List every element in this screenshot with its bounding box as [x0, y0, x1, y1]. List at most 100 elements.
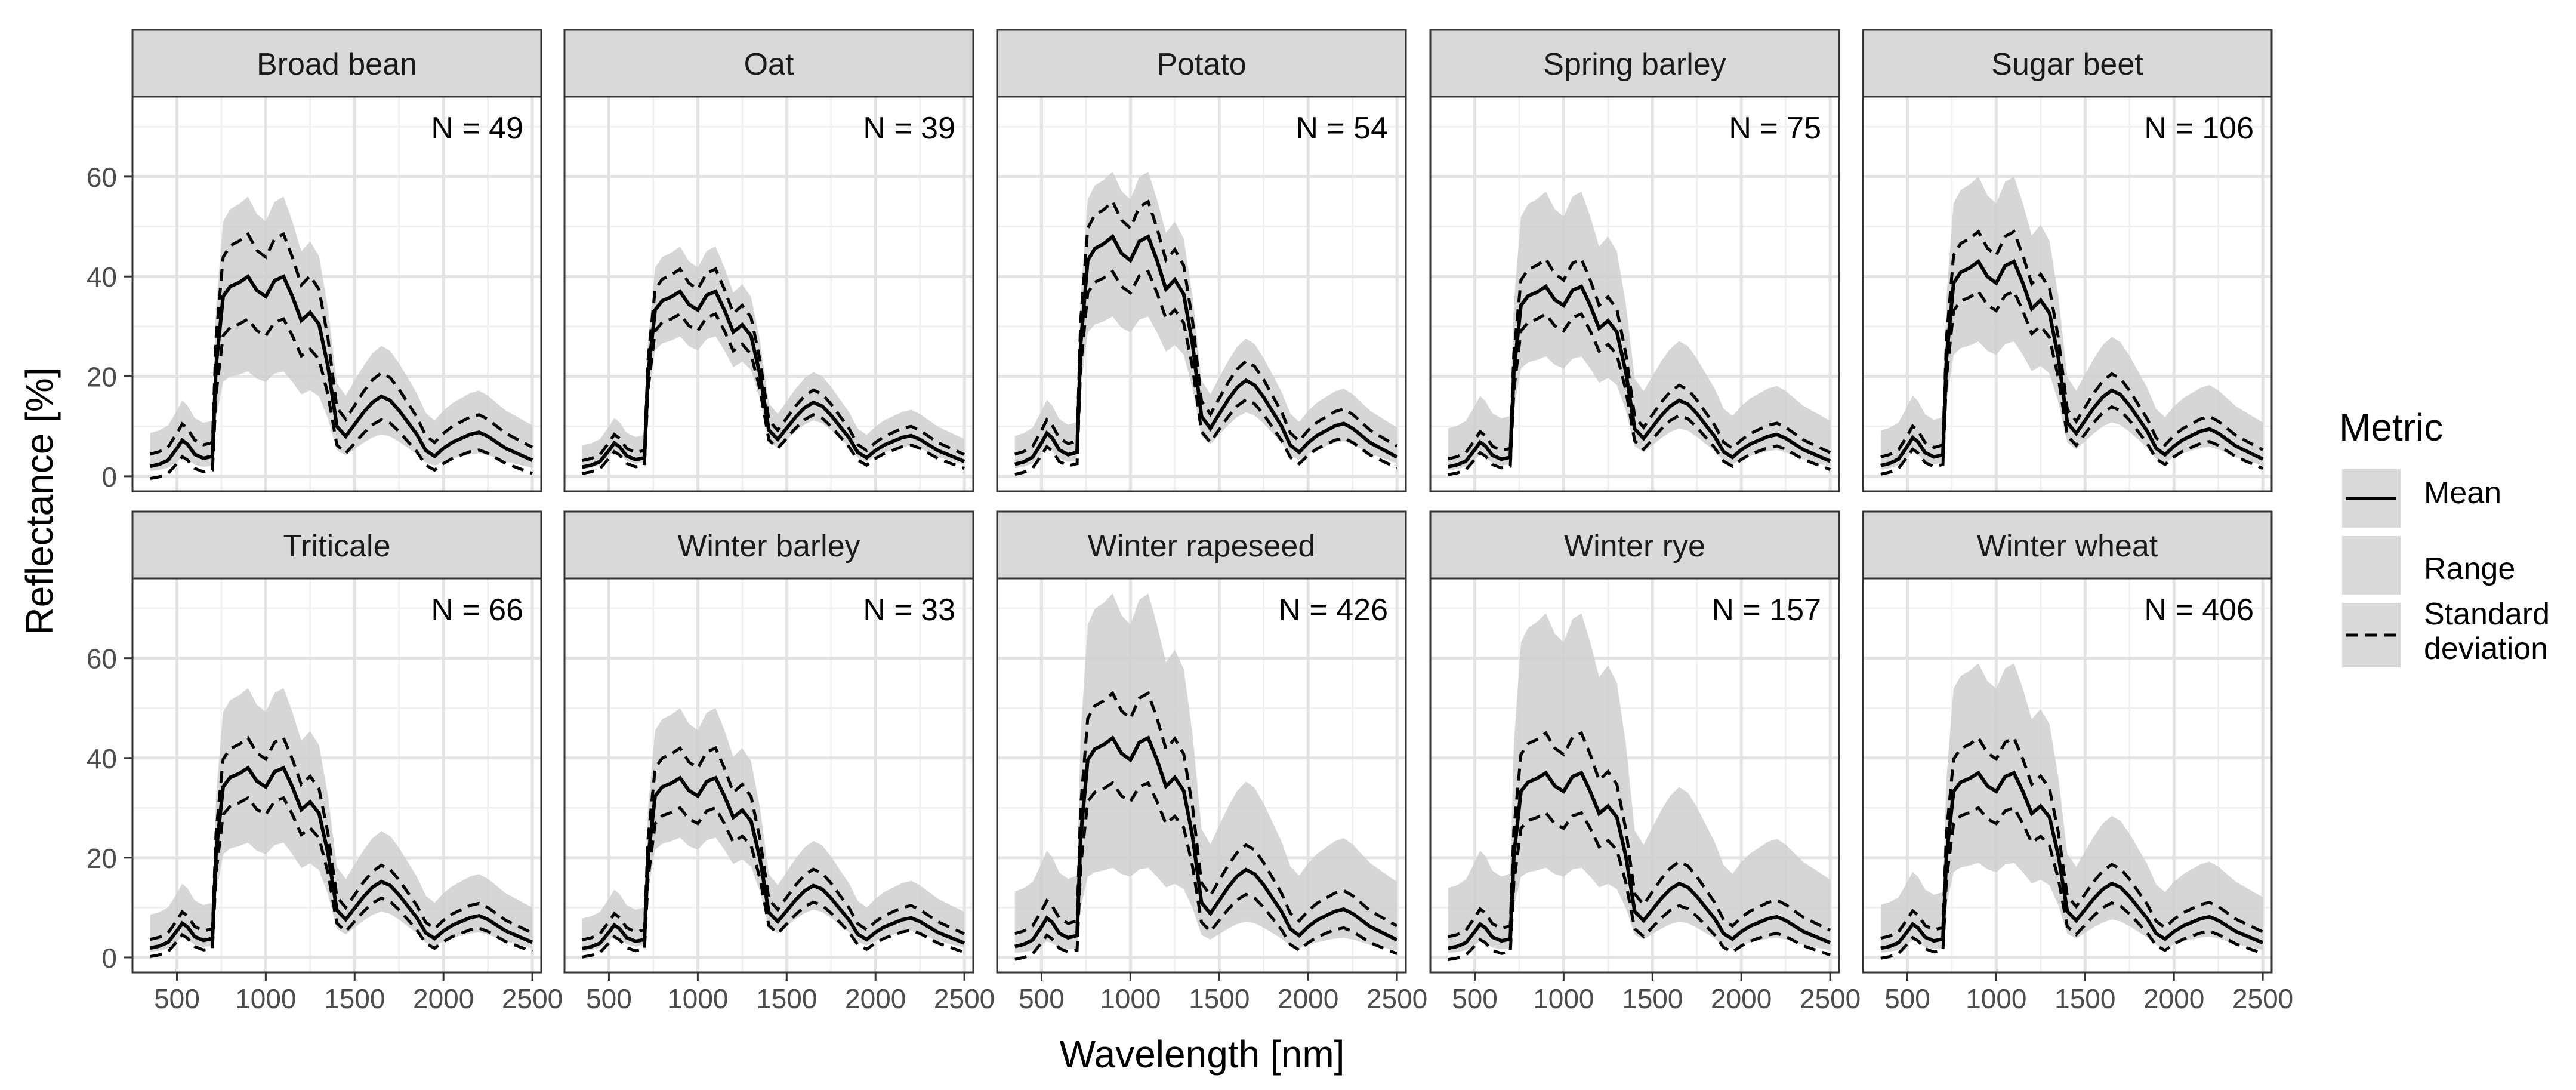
y-tick-label: 40 [87, 261, 117, 292]
sd-upper-line [150, 735, 533, 941]
x-tick-label: 500 [1452, 983, 1498, 1014]
x-tick-label: 1000 [1966, 983, 2026, 1014]
panel-border [1862, 577, 2273, 974]
x-tick-label: 1500 [2054, 983, 2115, 1014]
sample-count-label: N = 426 [1278, 593, 1388, 627]
range-band [150, 196, 533, 472]
range-band [1880, 663, 2263, 953]
x-tick-label: 2000 [413, 983, 474, 1014]
legend-key-background [2342, 536, 2401, 595]
sample-count-label: N = 106 [2144, 111, 2254, 146]
legend-label: Range [2424, 552, 2515, 586]
panel-border [1429, 96, 1840, 492]
facet-title: Sugar beet [1991, 47, 2143, 82]
y-tick-label: 40 [87, 743, 117, 774]
sample-count-label: N = 406 [2144, 593, 2254, 627]
facet-potato: Potato N = 54 [996, 29, 1407, 492]
x-tick-label: 1000 [667, 983, 728, 1014]
facet-strip [1429, 510, 1840, 580]
facet-strip [131, 29, 542, 98]
y-tick-label: 0 [101, 461, 117, 492]
x-tick-label: 2000 [2143, 983, 2204, 1014]
facet-title: Broad bean [257, 47, 417, 82]
facet-triticale: Triticale N = 66 [131, 510, 542, 974]
sd-lower-line [1014, 781, 1398, 961]
facet-title: Winter rapeseed [1088, 529, 1316, 564]
y-tick-label: 60 [87, 643, 117, 675]
range-band [1880, 176, 2263, 470]
sd-upper-line [1448, 257, 1831, 461]
x-tick-label: 2000 [845, 983, 906, 1014]
y-axis-title: Reflectance [%] [18, 367, 61, 635]
sd-lower-line [150, 317, 533, 481]
sd-lower-line [1014, 269, 1398, 476]
sample-count-label: N = 33 [863, 593, 955, 627]
x-tick-label: 1500 [756, 983, 817, 1014]
sd-lower-line [582, 806, 965, 959]
x-tick-label: 2500 [2232, 983, 2293, 1014]
sample-count-label: N = 75 [1729, 111, 1821, 146]
x-tick-label: 1000 [1100, 983, 1161, 1014]
sample-count-label: N = 39 [863, 111, 955, 146]
facet-strip [563, 29, 974, 98]
x-tick-label: 500 [586, 983, 632, 1014]
legend-item-mean: Mean [2342, 469, 2501, 528]
panel-border [1862, 96, 2273, 492]
mean-line [1448, 284, 1831, 469]
facet-strip [996, 29, 1407, 98]
range-band [1014, 171, 1397, 469]
sd-upper-line [1448, 731, 1831, 938]
x-tick-label: 2000 [1278, 983, 1338, 1014]
sd-lower-line [582, 312, 965, 475]
mean-line [1880, 258, 2264, 467]
facet-title: Winter barley [677, 529, 860, 564]
x-tick-label: 1500 [1189, 983, 1250, 1014]
legend-item-range: Range [2342, 536, 2515, 595]
sd-upper-line [1014, 691, 1398, 935]
x-tick-label: 1500 [324, 983, 385, 1014]
mean-line [1880, 770, 2264, 950]
y-tick-label: 0 [101, 943, 117, 974]
x-tick-label: 500 [154, 983, 200, 1014]
facet-oat: Oat N = 39 [563, 29, 974, 492]
x-tick-label: 1000 [235, 983, 296, 1014]
mean-line [582, 289, 965, 469]
sd-upper-line [1880, 735, 2264, 940]
range-band [1448, 613, 1831, 953]
sd-lower-line [150, 796, 533, 958]
sd-lower-line [1880, 289, 2264, 476]
sd-lower-line [1448, 312, 1831, 476]
facet-strip [1862, 29, 2273, 98]
x-tick-label: 2500 [502, 983, 563, 1014]
x-tick-label: 1500 [1622, 983, 1683, 1014]
panel-border [1429, 577, 1840, 974]
y-tick-label: 60 [87, 162, 117, 193]
panel-border [563, 96, 974, 492]
range-band [582, 247, 965, 470]
sd-upper-line [582, 267, 965, 463]
mean-line [150, 765, 533, 950]
sample-count-label: N = 157 [1711, 593, 1821, 627]
legend-label-line: Standard [2424, 597, 2550, 632]
facet-winter-wheat: Winter wheat N = 406 [1862, 510, 2273, 974]
y-tick-label: 20 [87, 362, 117, 393]
facet-broad-bean: Broad bean N = 49 [131, 29, 542, 492]
sd-upper-line [582, 746, 965, 941]
range-band [1448, 192, 1831, 470]
x-tick-label: 2500 [1800, 983, 1861, 1014]
facet-title: Potato [1156, 47, 1246, 82]
x-tick-label: 2500 [934, 983, 995, 1014]
panel-border [996, 577, 1407, 974]
facet-winter-rapeseed: Winter rapeseed N = 426 [996, 510, 1407, 974]
facet-title: Winter wheat [1977, 529, 2158, 564]
mean-line [1014, 233, 1398, 466]
sd-lower-line [1880, 806, 2263, 960]
x-tick-label: 500 [1019, 983, 1065, 1014]
mean-line [1014, 735, 1398, 949]
sd-upper-line [150, 232, 533, 456]
